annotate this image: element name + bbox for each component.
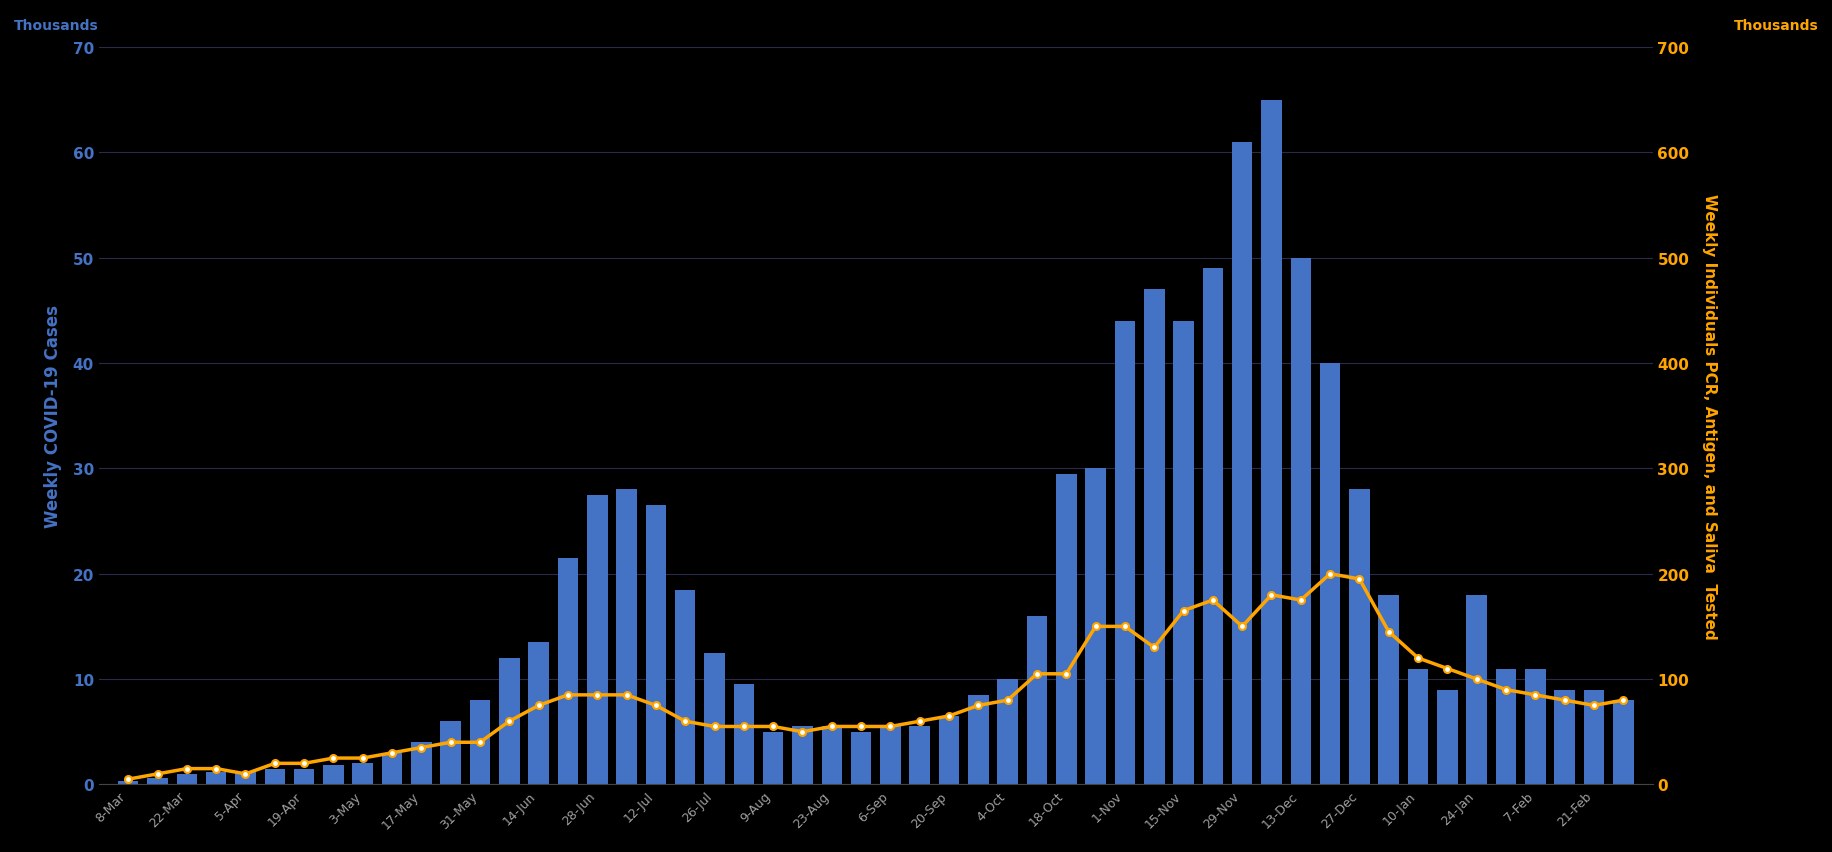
Bar <box>1085 469 1107 785</box>
Bar <box>410 742 432 785</box>
Bar <box>1583 690 1605 785</box>
Bar <box>1143 290 1165 785</box>
Bar <box>1524 669 1546 785</box>
Bar <box>879 727 901 785</box>
Bar <box>1260 101 1282 785</box>
Text: Thousands: Thousands <box>1733 20 1817 33</box>
Bar <box>352 763 374 785</box>
Bar <box>1378 595 1400 785</box>
Bar <box>997 679 1019 785</box>
Bar <box>1172 321 1194 785</box>
Bar <box>1554 690 1576 785</box>
Bar <box>176 774 198 785</box>
Bar <box>1026 616 1048 785</box>
Bar <box>850 732 872 785</box>
Bar <box>557 558 579 785</box>
Bar <box>762 732 784 785</box>
Bar <box>1612 700 1634 785</box>
Bar <box>674 590 696 785</box>
Bar <box>1290 258 1312 785</box>
Bar <box>821 727 843 785</box>
Bar <box>733 684 755 785</box>
Bar <box>938 716 960 785</box>
Bar <box>791 727 813 785</box>
Bar <box>498 659 520 785</box>
Bar <box>1319 364 1341 785</box>
Bar <box>234 772 256 785</box>
Y-axis label: Weekly Individuals PCR, Antigen, and Saliva  Tested: Weekly Individuals PCR, Antigen, and Sal… <box>1702 193 1717 639</box>
Bar <box>528 642 550 785</box>
Bar <box>1231 142 1253 785</box>
Bar <box>293 769 315 785</box>
Bar <box>645 505 667 785</box>
Bar <box>205 772 227 785</box>
Bar <box>147 778 169 785</box>
Bar <box>909 727 931 785</box>
Bar <box>381 753 403 785</box>
Bar <box>1495 669 1517 785</box>
Bar <box>586 495 608 785</box>
Text: Thousands: Thousands <box>13 20 99 33</box>
Y-axis label: Weekly COVID-19 Cases: Weekly COVID-19 Cases <box>44 305 62 527</box>
Bar <box>1055 474 1077 785</box>
Bar <box>967 695 989 785</box>
Bar <box>1466 595 1488 785</box>
Bar <box>117 781 139 785</box>
Bar <box>616 490 638 785</box>
Bar <box>469 700 491 785</box>
Bar <box>1114 321 1136 785</box>
Bar <box>322 766 344 785</box>
Bar <box>440 722 462 785</box>
Bar <box>1436 690 1458 785</box>
Bar <box>1348 490 1370 785</box>
Bar <box>264 769 286 785</box>
Bar <box>1202 269 1224 785</box>
Bar <box>1407 669 1429 785</box>
Bar <box>703 653 725 785</box>
